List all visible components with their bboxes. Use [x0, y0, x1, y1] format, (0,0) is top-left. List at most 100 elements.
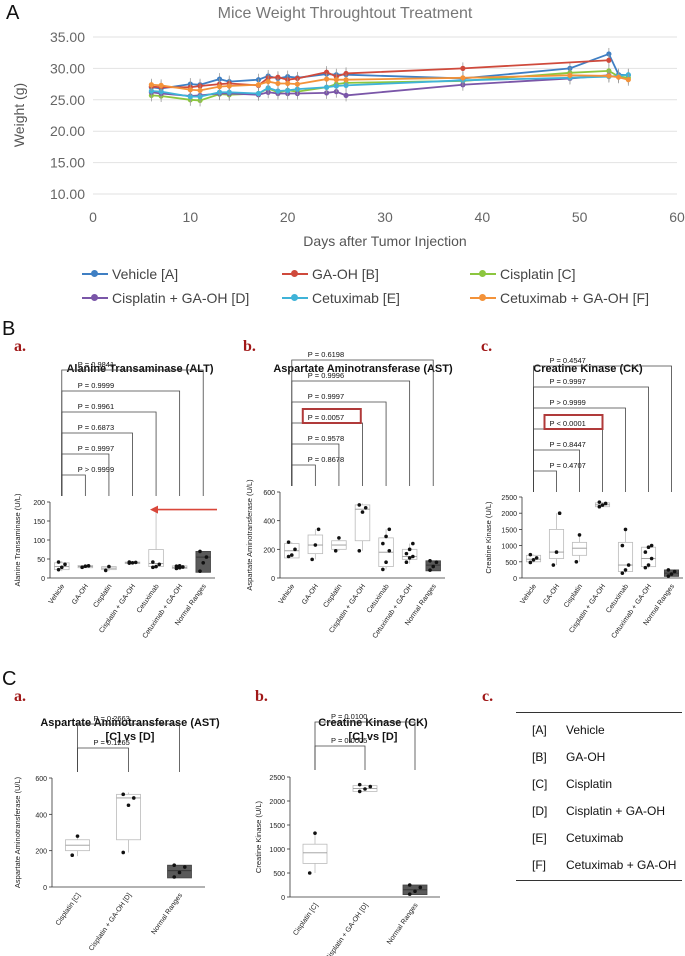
bracket-line [533, 470, 557, 492]
p-value-label: P < 0.0001 [550, 419, 586, 428]
category-label: Cetuximab [605, 583, 630, 615]
y-tick-label: 50 [37, 557, 45, 564]
data-point [343, 77, 349, 83]
data-point [187, 87, 193, 93]
panel-label-cc: c. [482, 688, 494, 705]
box-point [574, 560, 579, 564]
box-point [669, 572, 674, 576]
box-point [411, 554, 415, 559]
significance-bracket: P = 0.9999 [61, 381, 181, 496]
category-label: Cetuximab + GA-OH [610, 583, 653, 640]
bracket-line [77, 747, 129, 772]
key-table: [A] Vehicle [B] GA-OH [C] Cisplatin [D] Cisp… [532, 716, 676, 878]
box-point [286, 554, 291, 559]
p-value-label: P = 0.2663 [94, 714, 130, 723]
box-point [204, 555, 209, 559]
data-point [265, 85, 271, 91]
box-1 [77, 564, 94, 570]
key-row: [D] Cisplatin + GA-OH [532, 797, 676, 824]
box-point [623, 527, 628, 532]
significance-bracket: P = 0.9841 [61, 360, 204, 496]
box-point [603, 501, 608, 506]
box-point [384, 534, 388, 539]
p-value-label: P = 0.8678 [308, 455, 344, 464]
box-0 [54, 560, 70, 572]
data-point [285, 87, 291, 93]
box-3 [124, 560, 141, 565]
x-tick-label: 10 [183, 209, 199, 225]
legend-label-cis-gaoh: Cisplatin + GA-OH [D] [112, 290, 250, 306]
box-chart-ast: Aspartate Aminotransferase (AST) 0 200 400 6… [245, 350, 453, 640]
box-chart-ast_cd: Aspartate Aminotransferase (AST) [C] vs [… [13, 714, 220, 952]
box-point [63, 562, 67, 567]
box-0 [284, 540, 300, 559]
p-value-label: P = 0.9997 [78, 444, 114, 453]
p-value-label: P = 0.9996 [308, 371, 344, 380]
data-point [275, 80, 281, 87]
series-line-gaoh [151, 59, 609, 89]
box-point [600, 503, 605, 507]
category-label: Vehicle [48, 583, 67, 606]
box-point [293, 547, 297, 552]
box-point [531, 558, 536, 562]
key-code: [B] [532, 749, 547, 764]
y-tick-label: 0 [43, 885, 47, 892]
panel-label-bb: b. [243, 338, 256, 355]
box-point [177, 870, 182, 875]
chart-title: Alanine Transaminase (ALT) [66, 363, 213, 375]
chart-title: Aspartate Aminotransferase (AST) [40, 717, 220, 729]
category-label: Cetuximab [366, 583, 391, 615]
data-point [606, 51, 612, 57]
key-name: Cisplatin [566, 776, 613, 791]
data-point [333, 83, 339, 89]
y-axis-label: Creatine Kinase (U/L) [484, 501, 493, 574]
box-4 [148, 507, 164, 570]
weight-y-axis-label: Weight (g) [11, 83, 27, 147]
box-point [310, 557, 314, 562]
box-4 [378, 527, 394, 572]
significance-bracket: P = 0.0100 [314, 712, 416, 770]
data-point [324, 69, 330, 75]
panel-label-bc: c. [481, 338, 493, 355]
box-2 [402, 883, 428, 896]
box-point [428, 559, 432, 563]
box-1 [352, 782, 378, 794]
box-point [130, 561, 135, 565]
box-point [384, 560, 388, 565]
box-chart-alt: Alanine Transaminase (ALT) 0 50 100 150 200 Al… [13, 360, 217, 640]
box-point [381, 541, 385, 546]
y-tick-label: 2000 [269, 799, 285, 806]
p-value-label: P = 0.9578 [308, 434, 344, 443]
y-tick-label: 200 [33, 500, 45, 507]
y-tick-label: 0 [281, 895, 285, 902]
box-point [316, 527, 321, 532]
box-point [201, 561, 206, 565]
significance-bracket: P = 0.2663 [77, 714, 180, 772]
bracket-line [291, 464, 316, 486]
y-axis-label: Alanine Transaminase (U/L) [13, 493, 22, 586]
arrow-head-icon [150, 505, 158, 514]
box-point [181, 565, 185, 569]
bracket-line [533, 365, 672, 492]
data-point [197, 94, 203, 100]
box-point [107, 564, 111, 569]
data-point [616, 74, 622, 80]
series-cetux_gaoh [148, 69, 631, 97]
box-point [121, 792, 126, 797]
box-2 [101, 564, 117, 573]
key-name: Vehicle [566, 722, 605, 737]
y-tick-label: 1000 [269, 847, 285, 854]
legend-swatch-cetux [282, 294, 308, 301]
legend-swatch-gaoh [282, 270, 308, 277]
legend-label-gaoh: GA-OH [B] [312, 266, 379, 282]
box-6 [425, 559, 441, 572]
p-value-label: P = 0.4707 [550, 461, 586, 470]
significance-bracket: P = 0.4707 [533, 461, 586, 492]
box-point [56, 567, 61, 572]
panel-label-cb: b. [255, 688, 268, 705]
box-point [649, 543, 654, 548]
legend-item-cetux-gaoh: Cetuximab + GA-OH [F] [470, 290, 649, 306]
box-point [626, 563, 631, 567]
y-tick-label: 2000 [501, 511, 517, 518]
